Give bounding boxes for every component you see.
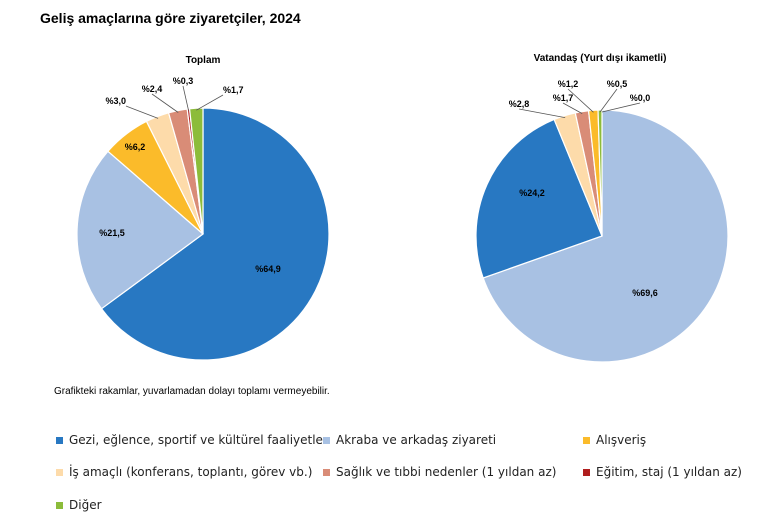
- data-label-alisveris: %1,2: [558, 79, 579, 89]
- data-label-gezi: %64,9: [255, 264, 281, 274]
- data-label-diger: %0,5: [607, 79, 628, 89]
- leader-line: [125, 105, 159, 119]
- pie-slice-gezi: [100, 107, 330, 361]
- data-label-egitim: %0,0: [630, 93, 651, 103]
- data-label-akraba: %21,5: [99, 228, 125, 238]
- leader-line: [151, 93, 179, 113]
- leader-line: [196, 94, 224, 111]
- legend-label: Eğitim, staj (1 yıldan az): [596, 465, 742, 479]
- pie-chart-vatandas: Vatandaş (Yurt dışı ikametli) %69,6 %24,2%…: [475, 53, 729, 363]
- pie-slice-akraba: [482, 109, 729, 363]
- legend-item-alisveris: Alışveriş: [583, 433, 646, 447]
- data-label-alisveris: %6,2: [125, 142, 146, 152]
- data-label-is: %3,0: [105, 96, 126, 106]
- data-label-akraba: %69,6: [632, 288, 658, 298]
- pie-title: Toplam: [186, 55, 221, 66]
- legend-label: Akraba ve arkadaş ziyareti: [336, 433, 497, 447]
- pie-title: Vatandaş (Yurt dışı ikametli): [534, 53, 667, 64]
- legend-label: Gezi, eğlence, sportif ve kültürel faali…: [69, 433, 328, 447]
- data-label-gezi: %24,2: [519, 188, 545, 198]
- legend-swatch: [323, 468, 330, 476]
- data-label-saglik: %2,4: [142, 84, 163, 94]
- leader-line: [562, 102, 583, 114]
- pie-slice-diger: [188, 107, 204, 235]
- legend-swatch: [56, 468, 63, 476]
- data-label-egitim: %0,3: [173, 76, 194, 86]
- leader-line: [601, 102, 641, 113]
- legend-item-saglik: Sağlık ve tıbbi nedenler (1 yıldan az): [323, 465, 556, 479]
- legend-swatch: [56, 436, 63, 444]
- legend-label: Alışveriş: [596, 433, 647, 447]
- leader-line: [599, 88, 618, 113]
- legend-swatch: [323, 436, 330, 444]
- legend-item-egitim: Eğitim, staj (1 yıldan az): [583, 465, 742, 479]
- footnote: Grafikteki rakamlar, yuvarlamadan dolayı…: [54, 386, 330, 397]
- legend-item-is: İş amaçlı (konferans, toplantı, görev vb…: [56, 465, 312, 479]
- legend-swatch: [56, 501, 63, 509]
- legend-swatch: [583, 468, 590, 476]
- data-label-is: %2,8: [509, 99, 530, 109]
- legend-item-akraba: Akraba ve arkadaş ziyareti: [323, 433, 496, 447]
- data-label-diger: %1,7: [223, 85, 244, 95]
- pie-chart-toplam: Toplam %64,9 %21,5 %6,2 %3,0 %2,4 %0,3 %1,7: [76, 55, 330, 361]
- page-title: Geliş amaçlarına göre ziyaretçiler, 2024: [40, 10, 301, 26]
- legend-label: Diğer: [69, 498, 102, 512]
- data-label-saglik: %1,7: [553, 93, 574, 103]
- legend-item-diger: Diğer: [56, 498, 102, 512]
- leader-line: [567, 88, 594, 113]
- legend-swatch: [583, 436, 590, 444]
- legend-label: İş amaçlı (konferans, toplantı, görev vb…: [69, 465, 313, 479]
- legend-item-gezi: Gezi, eğlence, sportif ve kültürel faali…: [56, 433, 328, 447]
- leader-line: [518, 108, 566, 118]
- leader-line: [182, 85, 190, 111]
- pie-slice-gezi: [475, 118, 603, 279]
- pie-slice-akraba: [76, 150, 204, 310]
- legend-label: Sağlık ve tıbbi nedenler (1 yıldan az): [336, 465, 557, 479]
